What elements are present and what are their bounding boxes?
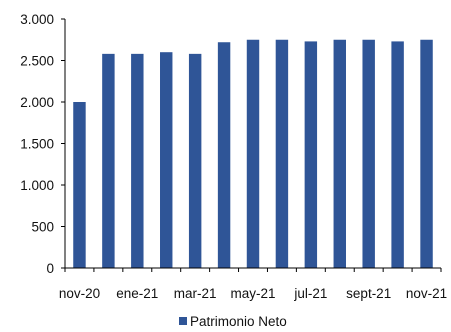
x-tick-label: mar-21 [174, 286, 217, 301]
x-tick-label: nov-21 [406, 286, 447, 301]
y-tick-label: 2.000 [20, 95, 54, 110]
bar-jul-21 [304, 41, 318, 268]
x-tick-label: jul-21 [293, 286, 327, 301]
y-tick-label: 0 [46, 261, 54, 276]
bar-ene-21 [131, 53, 144, 268]
bars [73, 39, 433, 269]
x-tick-label: nov-20 [59, 286, 100, 301]
x-tick-label: ene-21 [116, 286, 158, 301]
bar-feb-21 [160, 52, 173, 269]
bar-nov-20 [73, 102, 86, 268]
y-tick-label: 1.000 [20, 178, 54, 193]
bar-jun-21 [275, 39, 289, 268]
x-axis-ticks: nov-20 ene-21 mar-21 may-21 jul-21 sept-21 nov… [59, 268, 447, 301]
y-axis-ticks: 0 500 1.000 1.500 2.000 2.500 3.000 [20, 12, 65, 276]
bar-abr-21 [217, 42, 231, 268]
bar-nov-21 [420, 39, 433, 268]
bar-oct-21 [391, 41, 404, 268]
legend-swatch [179, 317, 187, 325]
legend: Patrimonio Neto [179, 314, 287, 329]
y-tick-label: 500 [31, 220, 54, 235]
bar-may-21 [246, 39, 260, 268]
y-tick-label: 3.000 [20, 12, 54, 27]
x-tick-label: may-21 [230, 286, 275, 301]
bar-sept-21 [362, 39, 375, 268]
bar-ago-21 [333, 39, 346, 268]
y-tick-label: 1.500 [20, 137, 54, 152]
legend-label: Patrimonio Neto [190, 314, 287, 329]
bar-dic-20 [102, 53, 115, 268]
y-tick-label: 2.500 [20, 54, 54, 69]
bar-mar-21 [188, 53, 202, 268]
x-tick-label: sept-21 [346, 286, 391, 301]
